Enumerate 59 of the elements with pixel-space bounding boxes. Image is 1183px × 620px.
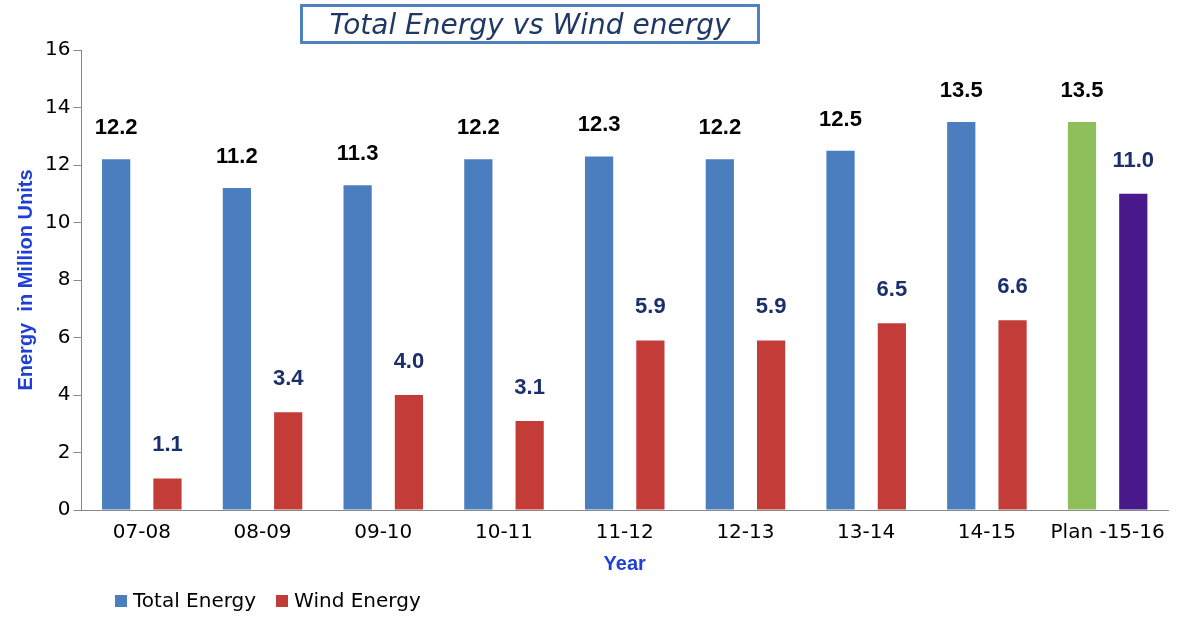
data-label: 1.1 <box>152 431 183 457</box>
bar <box>1067 121 1097 510</box>
x-tick-label: 09-10 <box>354 519 413 544</box>
y-tick-label: 6 <box>57 323 71 348</box>
bar <box>947 121 976 510</box>
data-label: 5.9 <box>635 293 666 319</box>
bar <box>705 159 734 510</box>
x-tick-label: 07-08 <box>112 519 171 544</box>
chart-title: Total Energy vs Wind energy <box>300 4 760 44</box>
y-tick-label: 0 <box>57 496 71 521</box>
data-label: 13.5 <box>939 76 983 102</box>
data-label: 6.5 <box>876 276 908 302</box>
y-tick-label: 4 <box>57 381 71 406</box>
y-tick-label: 14 <box>45 93 71 118</box>
data-label: 12.2 <box>698 114 742 140</box>
bar <box>515 420 544 510</box>
bar <box>274 412 303 510</box>
legend-label: Wind Energy <box>293 588 421 612</box>
bar <box>1119 193 1148 510</box>
y-tick-label: 16 <box>45 36 71 61</box>
legend-label: Total Energy <box>132 588 257 612</box>
bar <box>757 340 786 510</box>
y-tick-label: 10 <box>45 208 71 233</box>
x-tick-label: 11-12 <box>595 519 654 544</box>
data-label: 11.0 <box>1112 146 1155 172</box>
x-tick-label: 12-13 <box>716 519 775 544</box>
data-label: 12.2 <box>456 114 500 140</box>
x-tick-label: Plan -15-16 <box>1050 519 1165 544</box>
bar <box>636 340 665 510</box>
bar <box>343 185 372 510</box>
bar <box>998 320 1027 510</box>
bar <box>394 395 424 510</box>
data-label: 3.4 <box>272 365 305 391</box>
data-label: 3.1 <box>514 373 545 399</box>
y-axis-title: Energy in Million Units <box>13 169 36 391</box>
data-label: 12.3 <box>577 111 621 137</box>
y-tick-label: 12 <box>45 151 71 176</box>
y-tick-label: 2 <box>57 438 71 463</box>
data-label: 11.2 <box>216 143 258 169</box>
data-label: 12.2 <box>94 114 138 140</box>
x-tick-label: 10-11 <box>474 519 534 544</box>
data-label: 4.0 <box>393 348 425 374</box>
y-tick-label: 8 <box>57 266 71 291</box>
bar <box>222 188 251 510</box>
bar <box>584 156 614 510</box>
bar <box>102 159 131 510</box>
data-label: 6.6 <box>997 273 1028 299</box>
data-label: 13.5 <box>1060 76 1104 102</box>
bar <box>153 478 182 510</box>
data-label: 12.5 <box>819 105 862 131</box>
data-label: 11.3 <box>336 140 379 166</box>
x-tick-label: 08-09 <box>233 519 292 544</box>
bar <box>826 150 855 510</box>
data-label: 5.9 <box>755 293 787 319</box>
bar <box>877 323 906 510</box>
x-tick-label: 14-15 <box>957 519 1016 544</box>
x-tick-label: 13-14 <box>837 519 896 544</box>
x-axis-title: Year <box>603 551 647 574</box>
bar <box>464 159 493 510</box>
